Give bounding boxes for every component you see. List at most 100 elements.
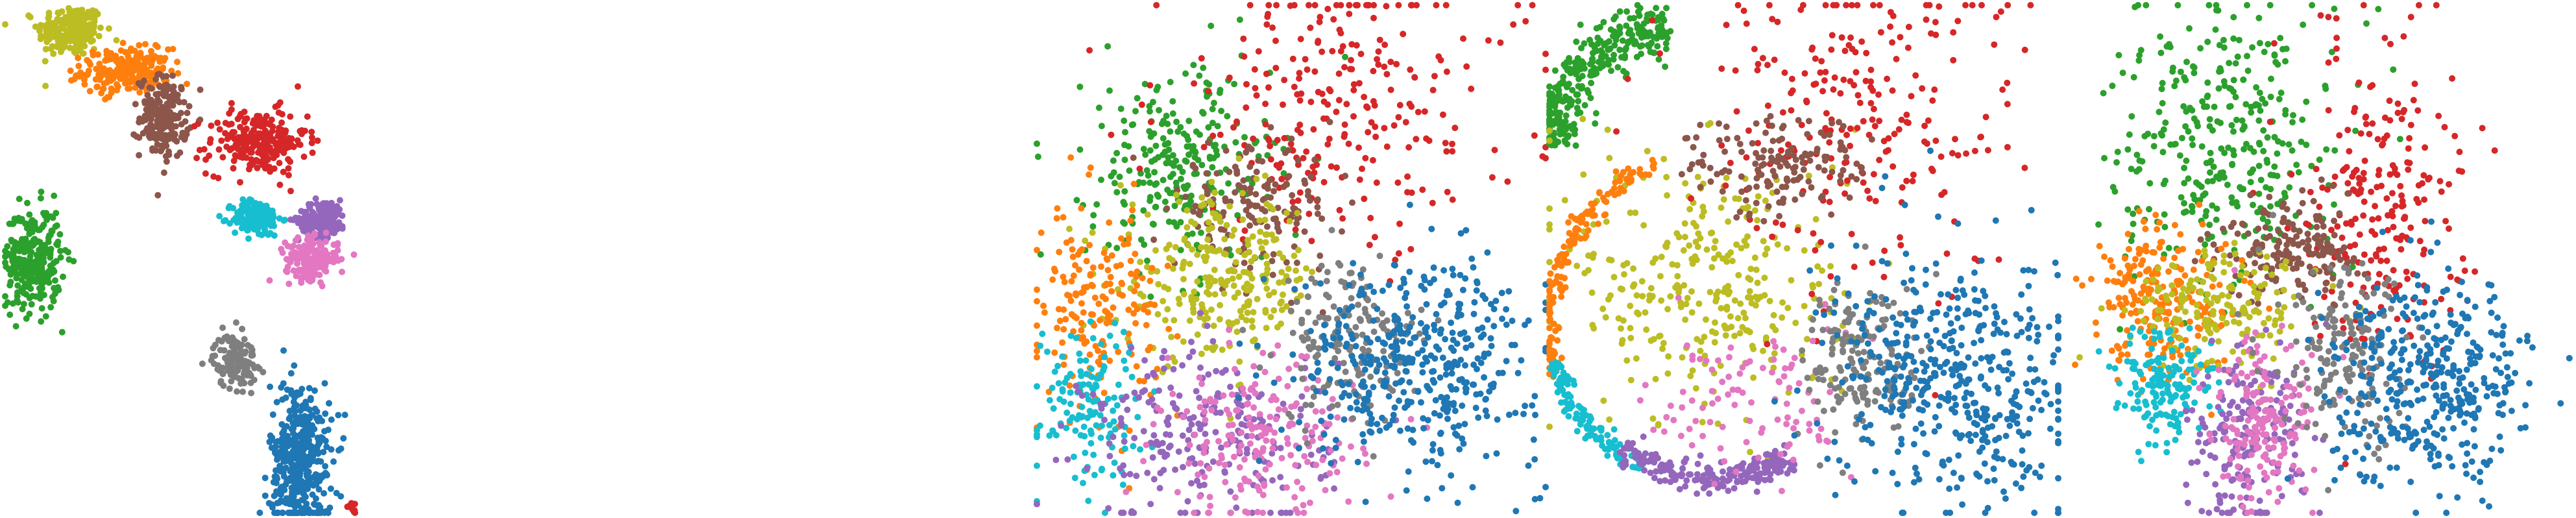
data-point	[102, 95, 109, 103]
data-point	[1321, 321, 1328, 328]
data-point	[1529, 2, 1536, 8]
data-point	[1129, 201, 1136, 208]
data-point	[105, 25, 112, 32]
data-point	[1317, 14, 1324, 21]
data-point	[1196, 374, 1203, 381]
data-point	[1616, 8, 1623, 15]
data-point	[1250, 309, 1257, 315]
data-point	[1289, 191, 1296, 199]
data-point	[1215, 438, 1222, 445]
data-point	[1304, 66, 1311, 73]
data-point	[91, 16, 98, 23]
data-point	[1206, 274, 1213, 281]
data-point	[1329, 403, 1336, 410]
data-point	[114, 86, 120, 93]
data-point	[42, 45, 49, 53]
data-point	[1322, 291, 1330, 299]
data-point	[1081, 433, 1088, 440]
data-point	[247, 379, 254, 386]
data-point	[1431, 73, 1438, 80]
data-point	[1090, 212, 1097, 219]
data-point	[1407, 66, 1414, 73]
data-point	[1381, 378, 1388, 385]
data-point	[1262, 306, 1269, 314]
data-point	[1368, 119, 1375, 126]
data-point	[1267, 194, 1274, 201]
data-point	[1160, 135, 1167, 142]
data-point	[1110, 157, 1117, 164]
data-point	[1335, 321, 1342, 328]
data-point	[1627, 334, 1634, 341]
data-point	[175, 70, 182, 77]
data-point	[1503, 321, 1510, 328]
data-point	[314, 137, 321, 144]
data-point	[1302, 401, 1309, 408]
data-point	[1104, 43, 1112, 50]
data-point	[1211, 189, 1219, 196]
data-point	[55, 25, 62, 32]
data-point	[1111, 180, 1118, 187]
data-point	[1087, 272, 1094, 279]
data-point	[1205, 124, 1212, 131]
data-point	[1150, 236, 1158, 243]
data-point	[1450, 271, 1457, 278]
data-point	[1367, 339, 1374, 346]
data-point	[241, 132, 249, 140]
data-point	[1119, 292, 1126, 299]
data-point	[134, 59, 141, 66]
data-point	[1113, 189, 1121, 196]
data-point	[1369, 156, 1376, 164]
data-point	[1173, 118, 1180, 125]
data-point	[1319, 445, 1326, 452]
data-point	[60, 273, 66, 280]
data-point	[1217, 218, 1224, 225]
data-point	[1255, 157, 1262, 164]
data-point	[1307, 173, 1315, 180]
data-point	[1202, 243, 1209, 251]
data-point	[292, 510, 299, 516]
data-point	[47, 245, 55, 253]
data-point	[1230, 453, 1237, 460]
data-point	[1314, 196, 1321, 203]
data-point	[313, 271, 320, 278]
panel-1	[2, 5, 359, 516]
data-point	[1184, 224, 1191, 231]
data-point	[1308, 428, 1315, 436]
data-point	[1634, 8, 1642, 16]
data-point	[1232, 494, 1239, 501]
data-point	[1367, 373, 1374, 380]
data-point	[1171, 317, 1178, 324]
data-point	[1246, 190, 1254, 196]
data-point	[1400, 31, 1407, 38]
data-point	[1061, 278, 1068, 286]
data-point	[1300, 510, 1307, 516]
data-point	[1270, 251, 1277, 258]
data-point	[1206, 465, 1213, 472]
data-point	[1365, 389, 1372, 396]
data-point	[1193, 388, 1200, 395]
data-point	[1202, 430, 1209, 438]
data-point	[1684, 295, 1691, 302]
data-point	[280, 168, 287, 175]
data-point	[1179, 265, 1186, 272]
cluster-gray	[199, 319, 267, 397]
data-point	[1449, 196, 1456, 203]
data-point	[138, 82, 145, 90]
data-point	[19, 306, 26, 313]
data-point	[1172, 466, 1179, 473]
data-point	[1322, 314, 1329, 321]
data-point	[1640, 20, 1647, 27]
data-point	[1198, 55, 1205, 62]
data-point	[146, 104, 153, 111]
data-point	[1490, 384, 1497, 391]
data-point	[1134, 413, 1141, 421]
data-point	[1141, 387, 1148, 394]
data-point	[1148, 265, 1156, 271]
data-point	[1406, 268, 1413, 275]
data-point	[1052, 432, 1060, 439]
data-point	[1226, 411, 1233, 418]
data-point	[1657, 273, 1664, 280]
data-point	[1158, 407, 1165, 414]
data-point	[1119, 280, 1126, 288]
data-point	[253, 156, 260, 164]
